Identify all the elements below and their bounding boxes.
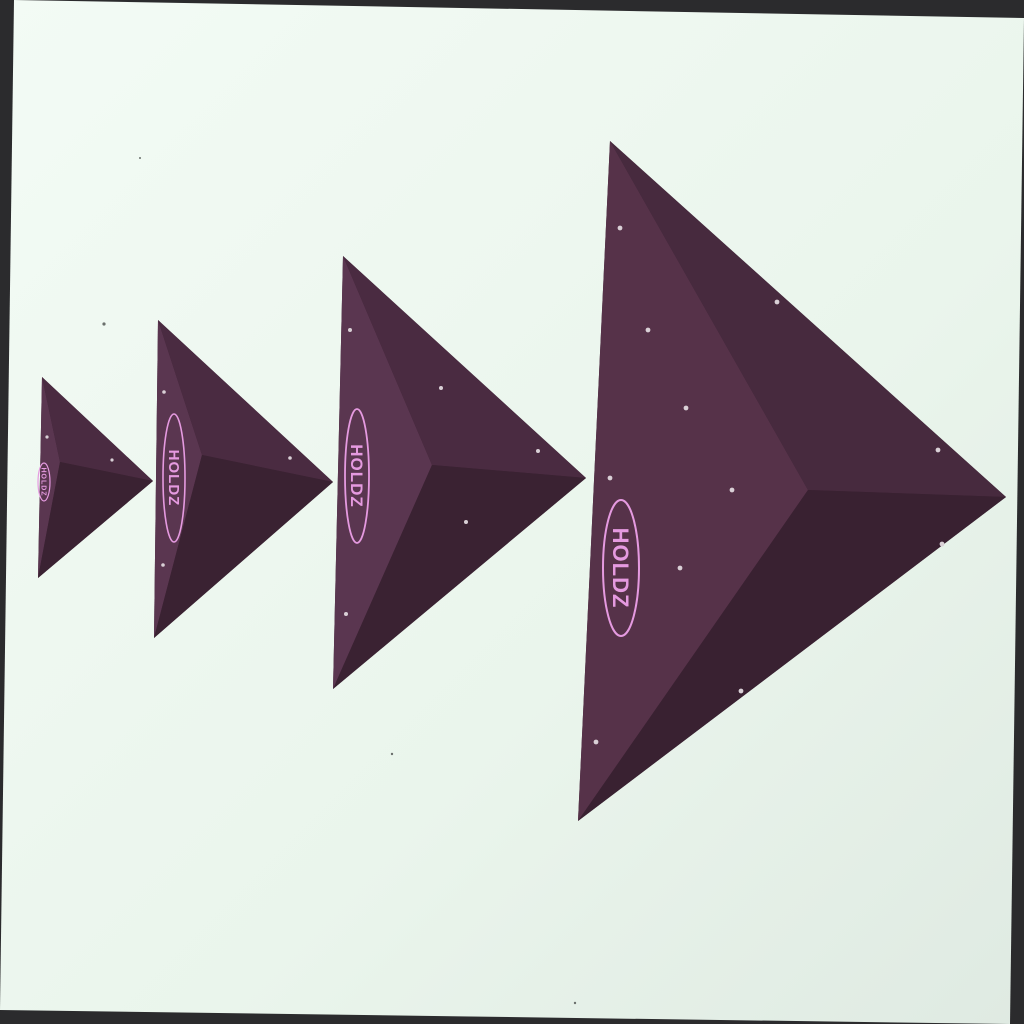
holdz-logo: HOLDZ	[162, 413, 186, 543]
climbing-hold-s: HOLDZ	[154, 320, 333, 638]
holdz-logo: HOLDZ	[344, 408, 370, 544]
holdz-logo: HOLDZ	[602, 499, 640, 637]
climbing-hold-xs: HOLDZ	[37, 377, 153, 578]
wall-specks	[102, 157, 577, 1005]
hold-brand-label: HOLDZ	[608, 528, 633, 609]
climbing-hold-m: HOLDZ	[333, 256, 586, 689]
holdz-logo: HOLDZ	[37, 462, 51, 502]
hold-brand-label: HOLDZ	[40, 467, 47, 496]
climbing-hold-l: HOLDZ	[578, 141, 1006, 821]
hold-brand-label: HOLDZ	[165, 450, 182, 507]
hold-brand-label: HOLDZ	[347, 444, 366, 508]
